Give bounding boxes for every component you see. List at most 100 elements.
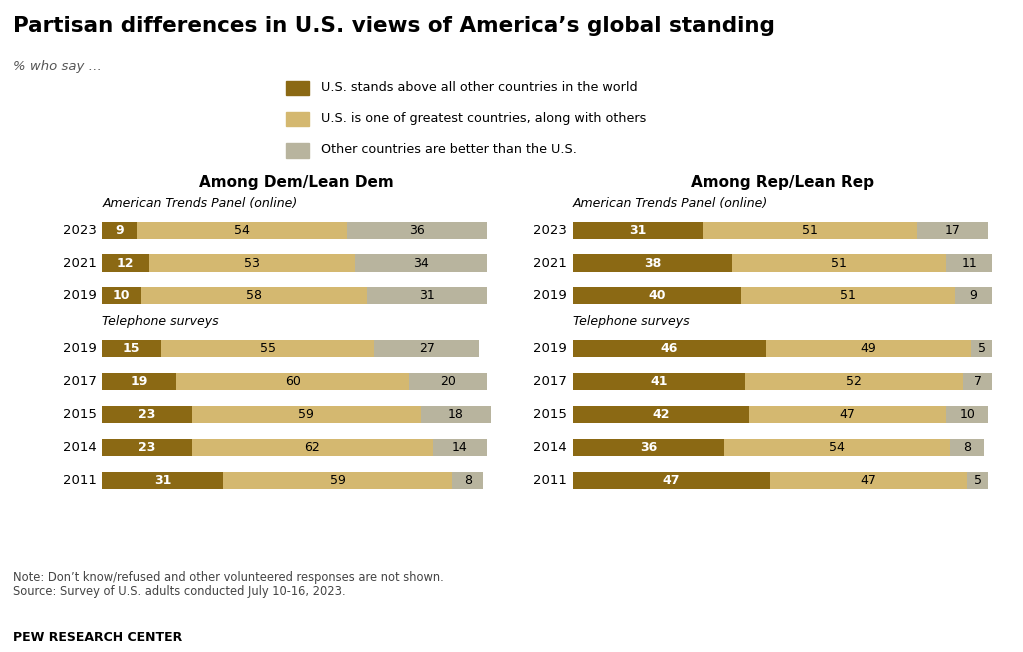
Bar bbox=[191, 439, 433, 456]
Text: 31: 31 bbox=[153, 473, 171, 486]
Text: % who say …: % who say … bbox=[13, 60, 102, 73]
Text: 8: 8 bbox=[463, 473, 472, 486]
Bar bbox=[452, 471, 483, 489]
Text: 54: 54 bbox=[830, 441, 845, 454]
Text: 31: 31 bbox=[629, 224, 647, 237]
Text: 10: 10 bbox=[113, 289, 131, 303]
Text: 15: 15 bbox=[123, 342, 140, 355]
Text: U.S. is one of greatest countries, along with others: U.S. is one of greatest countries, along… bbox=[321, 112, 647, 125]
Text: 8: 8 bbox=[963, 441, 971, 454]
Text: 2023: 2023 bbox=[62, 224, 96, 237]
Bar bbox=[102, 439, 191, 456]
Bar bbox=[573, 222, 703, 239]
Text: 14: 14 bbox=[452, 441, 468, 454]
Text: 41: 41 bbox=[650, 375, 668, 388]
Text: 31: 31 bbox=[419, 289, 435, 303]
Text: 47: 47 bbox=[663, 473, 680, 486]
Bar bbox=[409, 373, 487, 390]
Text: 27: 27 bbox=[419, 342, 435, 355]
Bar bbox=[917, 222, 988, 239]
Text: 23: 23 bbox=[138, 441, 155, 454]
Bar bbox=[102, 222, 137, 239]
Text: 60: 60 bbox=[284, 375, 301, 388]
Bar bbox=[141, 288, 366, 304]
Text: 2014: 2014 bbox=[533, 441, 567, 454]
Bar bbox=[703, 222, 917, 239]
Bar bbox=[355, 254, 487, 272]
Bar bbox=[102, 471, 223, 489]
Text: Partisan differences in U.S. views of America’s global standing: Partisan differences in U.S. views of Am… bbox=[13, 16, 775, 37]
Bar bbox=[573, 254, 732, 272]
Text: 12: 12 bbox=[117, 256, 134, 269]
Bar bbox=[149, 254, 355, 272]
Bar bbox=[946, 406, 988, 423]
Text: 11: 11 bbox=[962, 256, 977, 269]
Bar bbox=[971, 340, 992, 357]
Text: 2015: 2015 bbox=[533, 408, 567, 421]
Bar bbox=[573, 439, 724, 456]
Text: U.S. stands above all other countries in the world: U.S. stands above all other countries in… bbox=[321, 81, 638, 94]
Bar bbox=[102, 288, 141, 304]
Text: Other countries are better than the U.S.: Other countries are better than the U.S. bbox=[321, 143, 577, 156]
Bar bbox=[137, 222, 347, 239]
Text: 23: 23 bbox=[138, 408, 155, 421]
Bar bbox=[366, 288, 487, 304]
Text: 40: 40 bbox=[648, 289, 666, 303]
Text: 19: 19 bbox=[131, 375, 148, 388]
Bar bbox=[102, 406, 191, 423]
Bar bbox=[421, 406, 491, 423]
Bar bbox=[724, 439, 950, 456]
Text: 2021: 2021 bbox=[62, 256, 96, 269]
Text: 36: 36 bbox=[639, 441, 657, 454]
Text: 2021: 2021 bbox=[533, 256, 567, 269]
Text: 55: 55 bbox=[260, 342, 275, 355]
Text: 52: 52 bbox=[846, 375, 861, 388]
Text: 5: 5 bbox=[974, 473, 982, 486]
Text: PEW RESEARCH CENTER: PEW RESEARCH CENTER bbox=[13, 631, 182, 644]
Text: 2011: 2011 bbox=[62, 473, 96, 486]
Text: Note: Don’t know/refused and other volunteered responses are not shown.
Source: : Note: Don’t know/refused and other volun… bbox=[13, 570, 444, 599]
Bar bbox=[967, 471, 988, 489]
Bar bbox=[732, 254, 946, 272]
Text: 7: 7 bbox=[974, 375, 982, 388]
Text: 42: 42 bbox=[653, 408, 670, 421]
Text: 51: 51 bbox=[802, 224, 817, 237]
Text: 59: 59 bbox=[329, 473, 346, 486]
Bar bbox=[102, 340, 161, 357]
Text: 47: 47 bbox=[860, 473, 877, 486]
Text: 2019: 2019 bbox=[62, 289, 96, 303]
Text: 2015: 2015 bbox=[62, 408, 96, 421]
Text: 20: 20 bbox=[440, 375, 456, 388]
Bar bbox=[433, 439, 487, 456]
Bar bbox=[946, 254, 992, 272]
Bar bbox=[741, 288, 954, 304]
Text: 18: 18 bbox=[448, 408, 464, 421]
Text: 2014: 2014 bbox=[62, 441, 96, 454]
Bar bbox=[102, 254, 149, 272]
Bar bbox=[573, 288, 741, 304]
Bar bbox=[745, 373, 963, 390]
Text: 36: 36 bbox=[409, 224, 425, 237]
Bar bbox=[176, 373, 409, 390]
Text: 62: 62 bbox=[305, 441, 320, 454]
Bar bbox=[191, 406, 421, 423]
Text: 51: 51 bbox=[840, 289, 855, 303]
Text: 10: 10 bbox=[960, 408, 975, 421]
Text: 9: 9 bbox=[116, 224, 124, 237]
Text: 2019: 2019 bbox=[533, 289, 567, 303]
Bar bbox=[749, 406, 946, 423]
Bar bbox=[374, 340, 480, 357]
Text: 59: 59 bbox=[299, 408, 314, 421]
Text: 46: 46 bbox=[661, 342, 678, 355]
Bar bbox=[573, 340, 766, 357]
Text: 9: 9 bbox=[970, 289, 977, 303]
Bar bbox=[573, 373, 745, 390]
Text: 2017: 2017 bbox=[62, 375, 96, 388]
Text: 2019: 2019 bbox=[533, 342, 567, 355]
Bar bbox=[347, 222, 487, 239]
Bar bbox=[770, 471, 967, 489]
Bar bbox=[954, 288, 992, 304]
Text: 2017: 2017 bbox=[533, 375, 567, 388]
Text: 2023: 2023 bbox=[533, 224, 567, 237]
Text: 58: 58 bbox=[246, 289, 262, 303]
